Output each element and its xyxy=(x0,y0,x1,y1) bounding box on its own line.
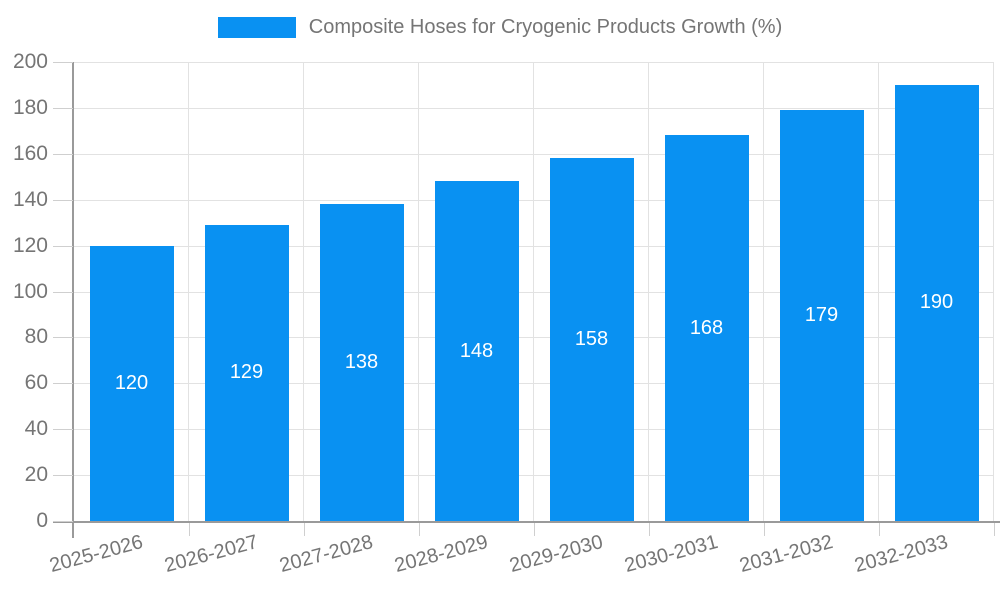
y-axis-tick xyxy=(53,62,73,63)
bar-value-label: 138 xyxy=(344,351,379,374)
y-axis-tick-label: 20 xyxy=(24,463,48,487)
x-axis-tick-label: 2026-2027 xyxy=(162,531,261,578)
x-axis-tick xyxy=(993,523,995,536)
gridline-horizontal xyxy=(74,429,994,431)
gridline-vertical xyxy=(993,62,994,521)
x-axis-tick-label: 2030-2031 xyxy=(622,531,721,578)
y-axis-tick-label: 200 xyxy=(12,50,48,73)
x-axis-tick-label: 2027-2028 xyxy=(277,531,376,578)
x-axis-tick xyxy=(763,523,765,536)
y-axis-tick xyxy=(53,199,73,201)
bar-value-label: 190 xyxy=(919,291,954,314)
x-axis-tick xyxy=(303,523,305,536)
y-axis-tick xyxy=(53,245,73,247)
bar[interactable]: 138 xyxy=(319,204,404,521)
bar-value-label: 120 xyxy=(114,371,149,394)
x-axis-tick-label: 2029-2030 xyxy=(507,531,606,578)
gridline-horizontal xyxy=(74,107,994,109)
y-axis-tick xyxy=(53,383,73,385)
y-axis-tick-label: 180 xyxy=(12,95,48,119)
x-axis-tick-label: 2031-2032 xyxy=(737,531,836,578)
y-axis-tick xyxy=(53,475,73,477)
y-axis-tick xyxy=(53,291,73,293)
gridline-horizontal xyxy=(74,62,994,63)
y-axis-tick-label: 100 xyxy=(12,279,48,303)
bar[interactable]: 168 xyxy=(664,135,749,521)
bar-value-label: 179 xyxy=(804,304,839,327)
legend-swatch[interactable] xyxy=(217,17,296,38)
gridline-vertical xyxy=(763,62,764,521)
bar[interactable]: 190 xyxy=(894,84,979,521)
gridline-vertical xyxy=(188,62,189,521)
gridline-horizontal xyxy=(74,337,994,339)
y-axis-tick-label: 60 xyxy=(24,371,48,395)
gridline-horizontal xyxy=(74,199,994,201)
y-axis-tick-label: 0 xyxy=(36,509,48,532)
x-axis-tick-label: 2028-2029 xyxy=(392,531,491,578)
legend-series-label[interactable]: Composite Hoses for Cryogenic Products G… xyxy=(308,16,783,38)
x-axis-tick xyxy=(533,523,535,536)
gridline-vertical xyxy=(303,62,304,521)
gridline-horizontal xyxy=(74,153,994,155)
y-axis-tick xyxy=(53,153,73,155)
y-axis-tick-label: 40 xyxy=(24,417,48,441)
gridline-vertical xyxy=(533,62,534,521)
x-axis-tick xyxy=(188,523,190,536)
bar-value-label: 158 xyxy=(574,328,609,351)
y-axis-tick-label: 80 xyxy=(24,325,48,349)
gridline-horizontal xyxy=(74,291,994,293)
gridline-horizontal xyxy=(74,245,994,247)
y-axis-tick xyxy=(53,337,73,339)
bar[interactable]: 158 xyxy=(549,158,634,521)
x-axis-tick-label: 2025-2026 xyxy=(47,531,146,578)
x-axis-line xyxy=(53,521,1000,523)
x-axis-tick-label: 2032-2033 xyxy=(852,531,951,578)
y-axis-line xyxy=(72,62,74,538)
gridline-vertical xyxy=(418,62,419,521)
bar[interactable]: 148 xyxy=(434,181,519,521)
bar[interactable]: 129 xyxy=(204,224,289,521)
bar[interactable]: 179 xyxy=(779,110,864,521)
y-axis-tick xyxy=(53,521,73,522)
bar-value-label: 129 xyxy=(229,361,264,384)
plot-area: 0 20 40 60 80 100 120 140 160 180 200 120 2025-2026 1… xyxy=(13,50,1000,577)
gridline-vertical xyxy=(648,62,649,521)
y-axis-tick-label: 140 xyxy=(12,187,48,211)
bar[interactable]: 120 xyxy=(89,245,174,521)
x-axis-tick xyxy=(418,523,420,536)
bar-value-label: 148 xyxy=(459,339,494,362)
gridline-horizontal xyxy=(74,475,994,477)
x-axis-tick xyxy=(878,523,880,536)
gridline-vertical xyxy=(878,62,879,521)
x-axis-tick xyxy=(648,523,650,536)
y-axis-tick-label: 160 xyxy=(12,141,48,165)
y-axis-tick-label: 120 xyxy=(12,233,48,257)
gridline-horizontal xyxy=(74,383,994,385)
y-axis-tick xyxy=(53,107,73,109)
legend: Composite Hoses for Cryogenic Products G… xyxy=(0,16,1000,39)
bar-value-label: 168 xyxy=(689,316,724,339)
y-axis-tick xyxy=(53,429,73,431)
